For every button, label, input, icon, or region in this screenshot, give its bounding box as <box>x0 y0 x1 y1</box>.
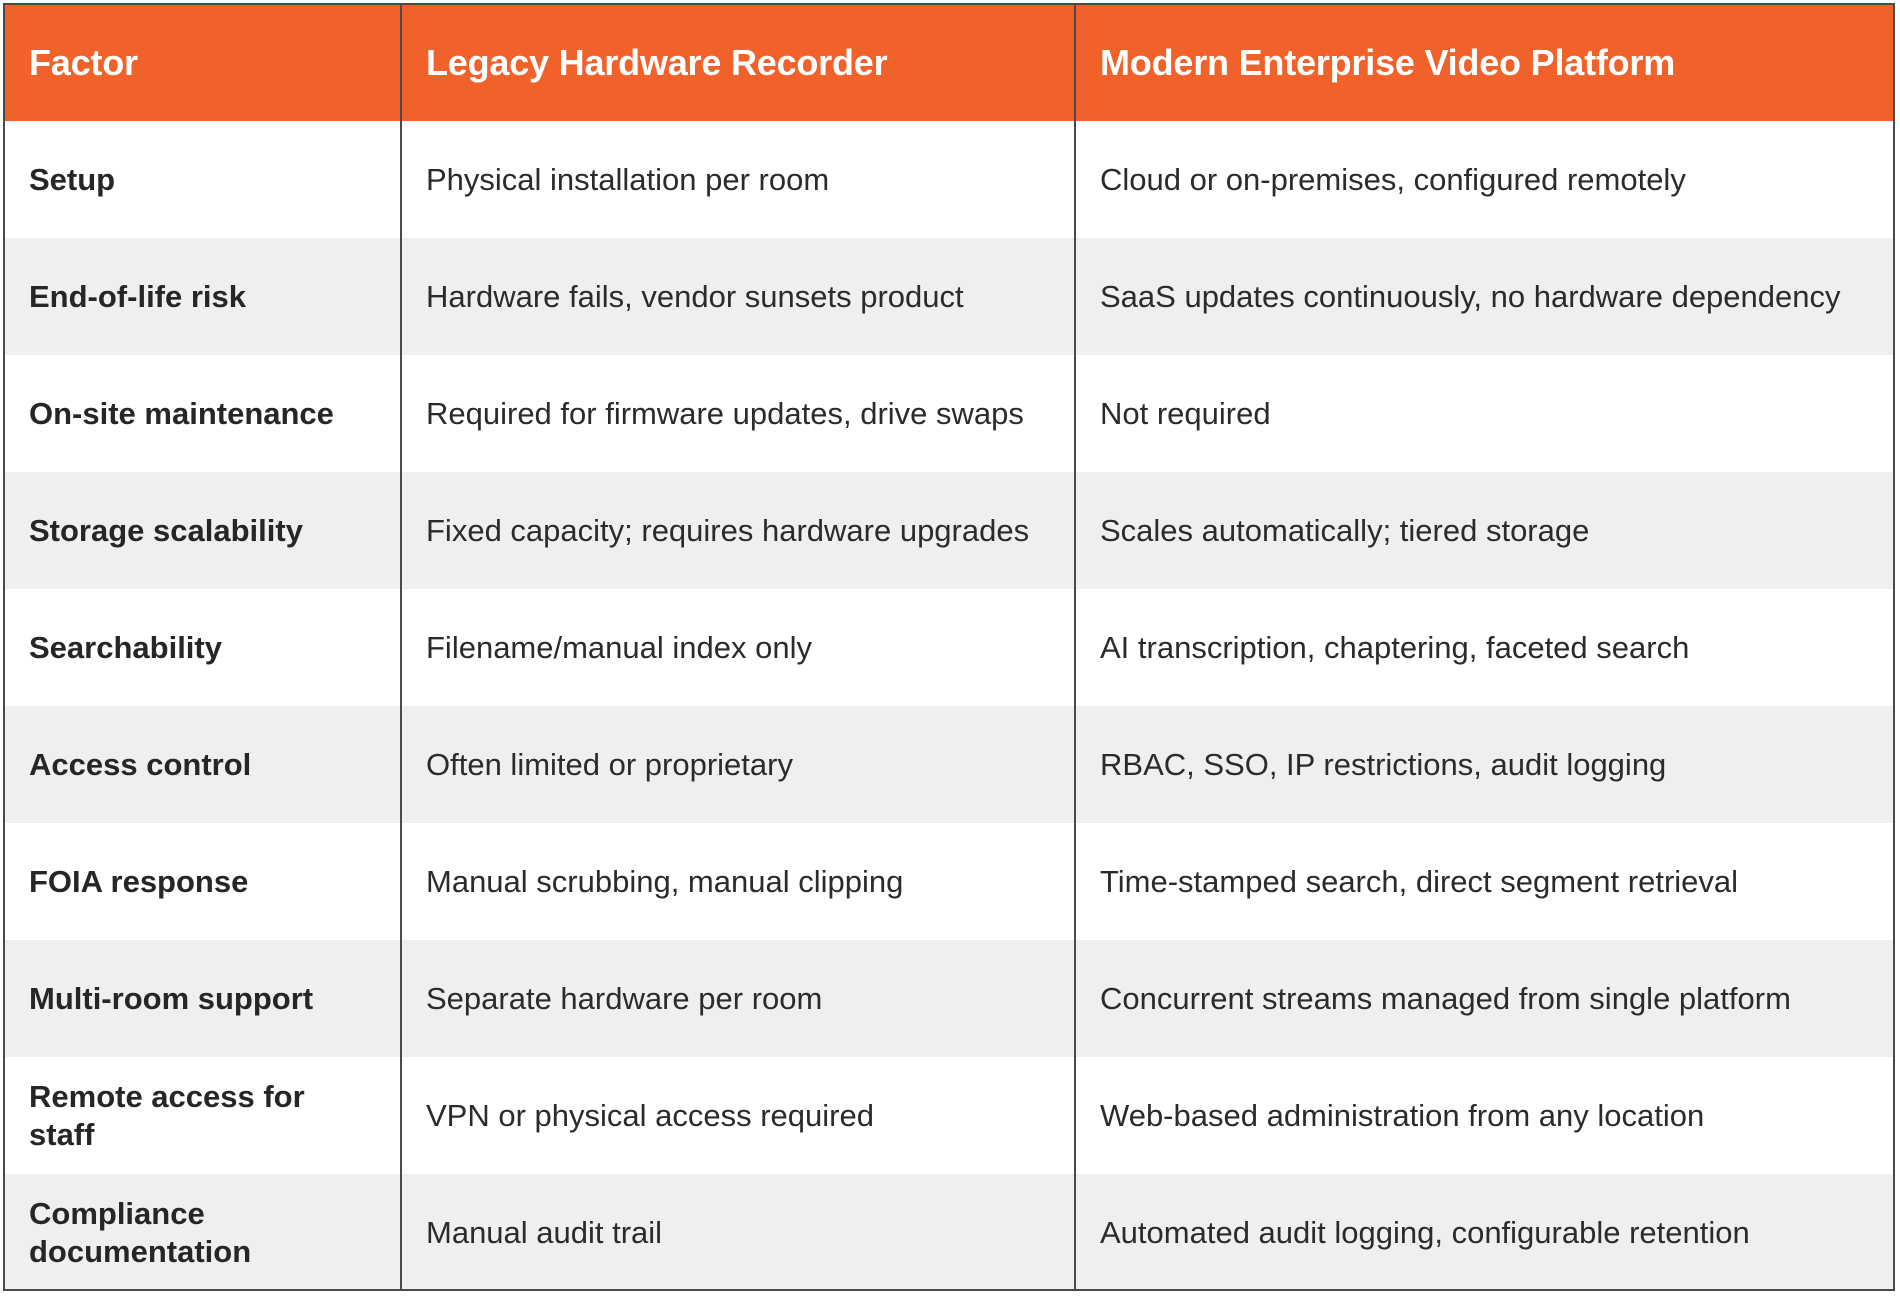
modern-cell: RBAC, SSO, IP restrictions, audit loggin… <box>1074 706 1893 823</box>
comparison-table-container: Factor Legacy Hardware Recorder Modern E… <box>3 3 1895 1291</box>
table-row: Access control Often limited or propriet… <box>5 706 1893 823</box>
legacy-cell: VPN or physical access required <box>400 1057 1075 1174</box>
legacy-cell: Filename/manual index only <box>400 589 1075 706</box>
table-header-row: Factor Legacy Hardware Recorder Modern E… <box>5 5 1893 121</box>
table-row: On-site maintenance Required for firmwar… <box>5 355 1893 472</box>
factor-cell: Multi-room support <box>5 940 401 1057</box>
header-modern-enterprise-video-platform: Modern Enterprise Video Platform <box>1074 5 1893 121</box>
factor-cell: Compliance documentation <box>5 1174 401 1289</box>
table-row: Remote access for staff VPN or physical … <box>5 1057 1893 1174</box>
modern-cell: Cloud or on-premises, configured remotel… <box>1074 121 1893 238</box>
modern-cell: Web-based administration from any locati… <box>1074 1057 1893 1174</box>
legacy-cell: Required for firmware updates, drive swa… <box>400 355 1075 472</box>
table-row: Storage scalability Fixed capacity; requ… <box>5 472 1893 589</box>
legacy-cell: Fixed capacity; requires hardware upgrad… <box>400 472 1075 589</box>
table-row: FOIA response Manual scrubbing, manual c… <box>5 823 1893 940</box>
modern-cell: SaaS updates continuously, no hardware d… <box>1074 238 1893 355</box>
factor-cell: Setup <box>5 121 401 238</box>
table-row: Searchability Filename/manual index only… <box>5 589 1893 706</box>
modern-cell: Not required <box>1074 355 1893 472</box>
factor-cell: FOIA response <box>5 823 401 940</box>
factor-cell: Access control <box>5 706 401 823</box>
modern-cell: AI transcription, chaptering, faceted se… <box>1074 589 1893 706</box>
legacy-cell: Physical installation per room <box>400 121 1075 238</box>
table-row: Compliance documentation Manual audit tr… <box>5 1174 1893 1289</box>
header-legacy-hardware-recorder: Legacy Hardware Recorder <box>400 5 1075 121</box>
legacy-cell: Often limited or proprietary <box>400 706 1075 823</box>
legacy-cell: Separate hardware per room <box>400 940 1075 1057</box>
modern-cell: Automated audit logging, configurable re… <box>1074 1174 1893 1289</box>
factor-cell: Remote access for staff <box>5 1057 401 1174</box>
table-row: End-of-life risk Hardware fails, vendor … <box>5 238 1893 355</box>
modern-cell: Scales automatically; tiered storage <box>1074 472 1893 589</box>
legacy-cell: Hardware fails, vendor sunsets product <box>400 238 1075 355</box>
factor-cell: End-of-life risk <box>5 238 401 355</box>
legacy-cell: Manual audit trail <box>400 1174 1075 1289</box>
table-row: Setup Physical installation per room Clo… <box>5 121 1893 238</box>
factor-cell: On-site maintenance <box>5 355 401 472</box>
factor-cell: Searchability <box>5 589 401 706</box>
comparison-table: Factor Legacy Hardware Recorder Modern E… <box>5 5 1893 1289</box>
table-row: Multi-room support Separate hardware per… <box>5 940 1893 1057</box>
modern-cell: Time-stamped search, direct segment retr… <box>1074 823 1893 940</box>
legacy-cell: Manual scrubbing, manual clipping <box>400 823 1075 940</box>
modern-cell: Concurrent streams managed from single p… <box>1074 940 1893 1057</box>
header-factor: Factor <box>5 5 401 121</box>
factor-cell: Storage scalability <box>5 472 401 589</box>
